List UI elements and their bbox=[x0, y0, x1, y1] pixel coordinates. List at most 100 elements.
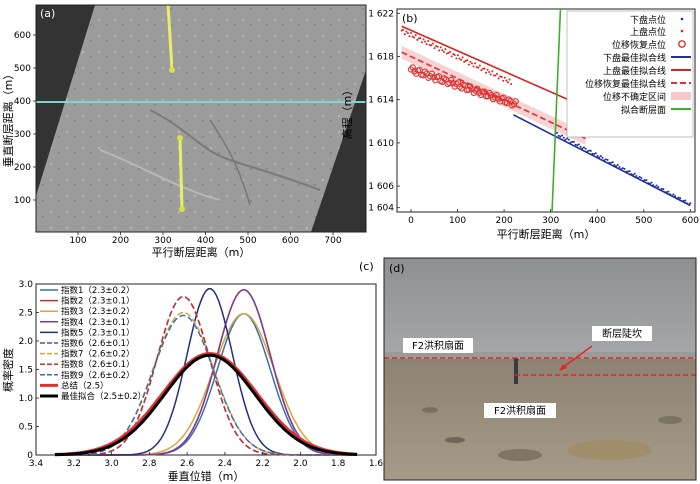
legend-label: 指数1（2.3±0.2） bbox=[61, 285, 135, 296]
hangingwall-point bbox=[485, 71, 488, 74]
profile-line-footwall bbox=[178, 137, 184, 210]
legend-label: 最佳拟合（2.5±0.2） bbox=[61, 391, 146, 402]
panel-b-plot bbox=[400, 8, 692, 213]
tick-label: 0 bbox=[27, 451, 33, 461]
footwall-point bbox=[579, 145, 582, 148]
footwall-point bbox=[640, 176, 643, 179]
hangingwall-point bbox=[494, 74, 497, 77]
hangingwall-point bbox=[456, 54, 459, 57]
footwall-point bbox=[645, 179, 648, 182]
legend-label: 下盘最佳拟合线 bbox=[603, 52, 666, 64]
footwall-point bbox=[621, 167, 624, 170]
tick-label: 1 610 bbox=[368, 139, 394, 149]
legend-label: 位移恢复点位 bbox=[612, 39, 666, 51]
footwall-point bbox=[601, 156, 604, 159]
annotation-fan-surface-lower: F2洪积扇面 bbox=[494, 404, 546, 417]
photo-shrub bbox=[445, 437, 465, 443]
panel-a-ylabel: 垂直断层距离（m） bbox=[1, 69, 15, 168]
hangingwall-fit-line bbox=[401, 25, 586, 108]
annotation-fault-scarp: 断层陡坎 bbox=[602, 327, 642, 340]
footwall-point bbox=[567, 138, 570, 141]
hangingwall-point bbox=[474, 62, 477, 65]
footwall-point bbox=[618, 165, 621, 168]
footwall-point bbox=[638, 175, 641, 178]
panel-d-label: (d) bbox=[389, 262, 405, 275]
tick-label: 300 bbox=[542, 216, 559, 226]
hangingwall-point bbox=[502, 79, 505, 82]
footwall-point bbox=[566, 137, 569, 140]
footwall-point bbox=[689, 202, 692, 205]
hangingwall-point bbox=[506, 81, 509, 84]
hangingwall-point bbox=[411, 35, 414, 38]
hangingwall-point bbox=[427, 40, 430, 43]
channel-line bbox=[149, 109, 321, 191]
footwall-point bbox=[593, 153, 596, 156]
tick-label: 1 622 bbox=[368, 9, 394, 19]
hangingwall-point bbox=[425, 43, 428, 46]
panel-c-axes bbox=[35, 283, 377, 456]
legend-label: 上盘最佳拟合线 bbox=[603, 65, 666, 77]
channel-line bbox=[99, 149, 221, 201]
footwall-point bbox=[604, 158, 607, 161]
tick-label: 200 bbox=[14, 163, 31, 173]
restored-point bbox=[420, 72, 427, 79]
footwall-point bbox=[635, 175, 638, 178]
footwall-fit-line bbox=[513, 114, 691, 207]
legend-label: 指数4（2.3±0.1） bbox=[61, 317, 135, 328]
hangingwall-point bbox=[445, 52, 448, 55]
tick-label: 3.4 bbox=[29, 459, 44, 469]
panel-a: (a) 100 200 300 400 500 600 700 100 200 300 400 50… bbox=[1, 3, 367, 259]
panel-a-y-ticks: 100 200 300 400 500 600 bbox=[14, 31, 36, 206]
photo-shrub bbox=[422, 407, 438, 413]
footwall-point bbox=[662, 188, 665, 191]
hangingwall-point bbox=[442, 51, 445, 54]
hangingwall-point bbox=[458, 57, 461, 60]
tick-label: 100 bbox=[449, 216, 466, 226]
footwall-point bbox=[623, 167, 626, 170]
footwall-point bbox=[643, 179, 646, 182]
legend-label: 下盘点位 bbox=[630, 14, 666, 26]
tick-label: 600 bbox=[282, 236, 299, 246]
legend-swatch-hangingwall-points bbox=[680, 29, 684, 33]
legend-label: 总结（2.5） bbox=[61, 380, 109, 391]
panel-d: F2洪积扇面 断层陡坎 F2洪积扇面 (d) bbox=[383, 257, 697, 481]
panel-b-label: (b) bbox=[402, 12, 418, 25]
legend-label: 上盘点位 bbox=[630, 26, 666, 38]
panel-b-ylabel: 高程（m） bbox=[340, 85, 354, 140]
hangingwall-point bbox=[503, 76, 506, 79]
footwall-point bbox=[684, 199, 687, 202]
tick-label: 2.8 bbox=[142, 459, 157, 469]
tick-label: 1.8 bbox=[331, 459, 346, 469]
tick-label: 400 bbox=[197, 236, 214, 246]
footwall-point bbox=[594, 152, 597, 155]
hangingwall-point bbox=[472, 65, 475, 68]
hangingwall-point bbox=[452, 52, 455, 55]
restored-point bbox=[465, 86, 472, 93]
legend-label: 拟合断层面 bbox=[621, 104, 666, 116]
hangingwall-point bbox=[463, 60, 466, 63]
panel-c-ylabel: 概率密度 bbox=[1, 348, 15, 392]
hangingwall-point bbox=[469, 60, 472, 63]
tick-label: 500 bbox=[239, 236, 256, 246]
hangingwall-point bbox=[500, 76, 503, 79]
footwall-point bbox=[596, 154, 599, 157]
hangingwall-point bbox=[420, 41, 423, 44]
footwall-point bbox=[610, 161, 613, 164]
restored-fit-line bbox=[401, 51, 586, 140]
panel-a-xlabel: 平行断层距离（m） bbox=[152, 245, 251, 259]
tick-label: 100 bbox=[69, 236, 86, 246]
legend-label: 位移不确定区间 bbox=[603, 91, 666, 103]
footwall-point bbox=[589, 149, 592, 152]
panel-b-x-ticks: 0 100 200 300 400 500 600 bbox=[408, 209, 699, 226]
tick-label: 1.0 bbox=[19, 394, 34, 404]
footwall-point bbox=[561, 134, 564, 137]
footwall-point bbox=[626, 170, 629, 173]
tick-label: 2.0 bbox=[19, 337, 34, 347]
tick-label: 500 bbox=[635, 216, 652, 226]
hangingwall-point bbox=[461, 56, 464, 59]
hangingwall-point bbox=[441, 49, 444, 52]
hangingwall-point bbox=[499, 75, 502, 78]
footwall-point bbox=[611, 161, 614, 164]
hangingwall-point bbox=[403, 33, 406, 36]
footwall-point bbox=[571, 140, 574, 143]
